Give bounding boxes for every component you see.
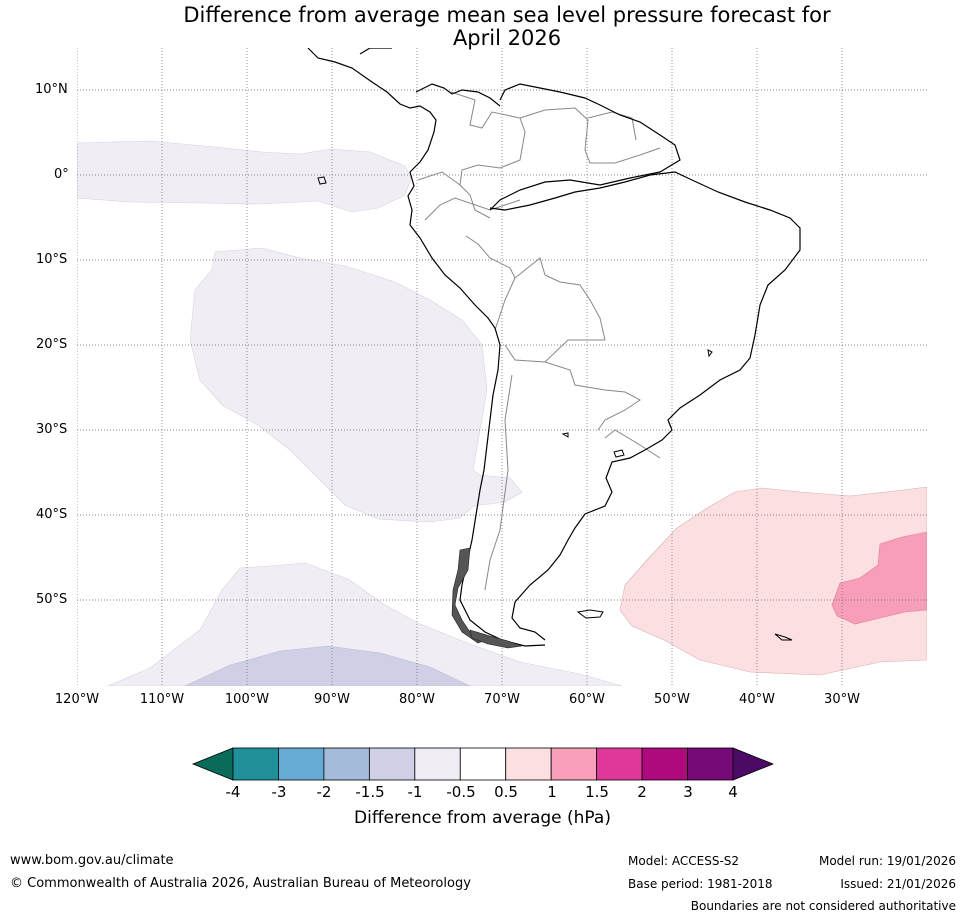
colorbar-tick-3: -1.5	[355, 783, 385, 801]
anomaly-region-southeast-pacific	[189, 247, 523, 523]
lon-label-70w: 70°W	[484, 692, 520, 707]
anomaly-region-far-south-pacific-core	[184, 645, 471, 686]
footer-issued: Issued: 21/01/2026	[840, 877, 956, 891]
anomaly-region-far-south-pacific	[107, 562, 623, 686]
colorbar-tick-4: -1	[407, 783, 423, 801]
colorbar-tick-1: -3	[271, 783, 287, 801]
islands-and-lakes	[317, 176, 793, 641]
footer-disclaimer: Boundaries are not considered authoritat…	[690, 899, 956, 913]
lon-label-110w: 110°W	[139, 692, 185, 707]
colorbar-bin-7	[550, 747, 598, 781]
colorbar-extend-high	[732, 747, 775, 781]
lat-label-10n: 10°N	[35, 82, 68, 97]
colorbar-bin-2	[323, 747, 370, 781]
colorbar-tick-0: -4	[225, 783, 241, 801]
lon-label-60w: 60°W	[569, 692, 605, 707]
footer-copyright: © Commonwealth of Australia 2026, Austra…	[10, 876, 471, 891]
colorbar-tick-2: -2	[316, 783, 332, 801]
lat-label-0: 0°	[54, 167, 69, 182]
colorbar-tick-6: 0.5	[494, 783, 518, 801]
colorbar-bin-4	[414, 747, 461, 781]
colorbar-bin-9	[641, 747, 688, 781]
colorbar-bin-3	[368, 747, 416, 781]
footer-model-run: Model run: 19/01/2026	[818, 854, 956, 868]
country-borders	[417, 91, 661, 591]
colorbar	[191, 747, 775, 781]
southern-archipelago	[451, 547, 523, 649]
lon-label-90w: 90°W	[314, 692, 350, 707]
lat-label-40s: 40°S	[36, 507, 68, 522]
colorbar-tick-8: 1.5	[585, 783, 609, 801]
colorbar-tick-10: 3	[683, 783, 693, 801]
colorbar-extend-low	[191, 747, 234, 781]
colorbar-bin-5	[459, 747, 507, 781]
graticule	[77, 48, 927, 686]
lon-label-50w: 50°W	[654, 692, 690, 707]
map-title-line2: April 2026	[452, 26, 562, 50]
footer-website: www.bom.gov.au/climate	[10, 853, 174, 868]
lat-label-20s: 20°S	[36, 337, 68, 352]
colorbar-bin-1	[278, 747, 325, 781]
colorbar-title: Difference from average (hPa)	[354, 808, 611, 828]
lon-label-100w: 100°W	[224, 692, 270, 707]
colorbar-bin-8	[596, 747, 643, 781]
colorbar-tick-11: 4	[728, 783, 738, 801]
anomaly-region-equatorial-pacific	[77, 140, 412, 213]
lon-label-40w: 40°W	[739, 692, 775, 707]
footer-model: Model: ACCESS-S2	[628, 854, 740, 868]
colorbar-tick-9: 2	[637, 783, 647, 801]
colorbar-bin-6	[505, 747, 552, 781]
lat-label-30s: 30°S	[36, 422, 68, 437]
lat-label-50s: 50°S	[36, 592, 68, 607]
colorbar-tick-5: -0.5	[446, 783, 476, 801]
lat-label-10s: 10°S	[36, 252, 68, 267]
map-title: Difference from average mean sea level p…	[0, 4, 965, 50]
colorbar-tick-7: 1	[547, 783, 557, 801]
lon-label-80w: 80°W	[399, 692, 435, 707]
anomaly-region-south-atlantic	[619, 486, 927, 676]
anomaly-region-south-atlantic-core	[831, 531, 927, 625]
lon-label-30w: 30°W	[824, 692, 860, 707]
map-title-line1: Difference from average mean sea level p…	[183, 3, 831, 27]
colorbar-bin-0	[232, 747, 279, 781]
footer-base-period: Base period: 1981-2018	[628, 877, 773, 891]
colorbar-bin-10	[687, 747, 734, 781]
lon-label-120w: 120°W	[54, 692, 100, 707]
